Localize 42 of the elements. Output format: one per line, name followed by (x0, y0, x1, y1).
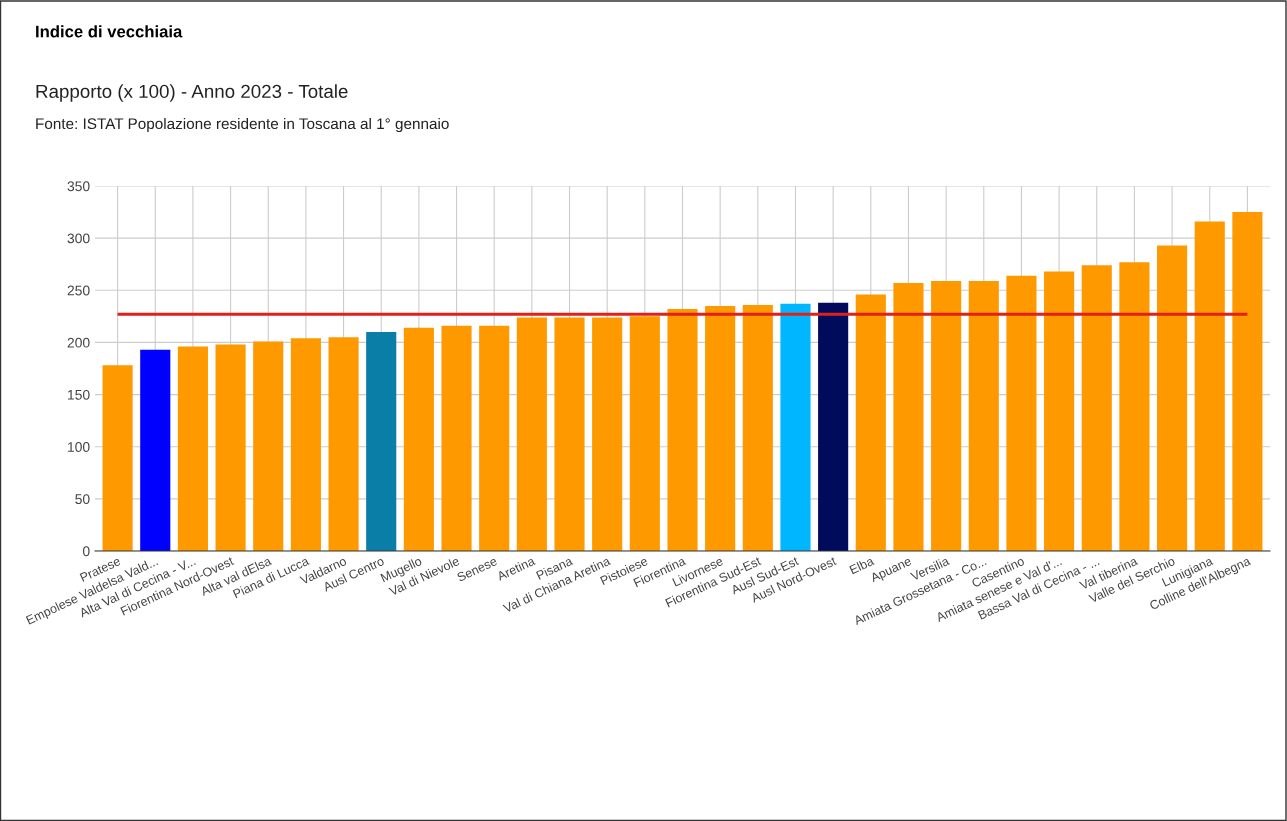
bar (629, 316, 660, 551)
chart-title: Indice di vecchiaia (36, 25, 183, 38)
source-note: Fonte: ISTAT Popolazione residente in Toscana al 1° gennaio (36, 117, 449, 133)
y-tick-label: 350 (67, 181, 90, 192)
bar (1232, 212, 1263, 551)
bar (1081, 265, 1112, 551)
y-tick-label: 250 (67, 285, 90, 296)
bar (328, 337, 359, 551)
bar (290, 338, 321, 551)
bar (818, 302, 849, 551)
bar (479, 325, 510, 551)
y-tick-label: 0 (82, 546, 90, 557)
bar (177, 346, 208, 551)
bar (855, 294, 886, 551)
y-tick-label: 200 (67, 337, 90, 348)
bar (1194, 221, 1225, 551)
bar (253, 341, 284, 551)
bar (1157, 245, 1188, 551)
bar (516, 317, 547, 551)
bar (140, 349, 171, 551)
bar (931, 280, 962, 551)
bar (780, 303, 811, 551)
bar (1119, 262, 1150, 551)
bar (893, 282, 924, 551)
bar (705, 305, 736, 551)
y-tick-label: 150 (68, 389, 90, 400)
bar (1006, 275, 1037, 551)
bar (968, 280, 999, 551)
bar (215, 344, 246, 551)
bar (592, 317, 623, 551)
bar (366, 332, 397, 551)
bar (1044, 271, 1075, 551)
bar (403, 327, 434, 551)
y-tick-label: 300 (67, 233, 90, 244)
y-tick-label: 50 (75, 494, 90, 505)
bar (102, 365, 133, 551)
bar (441, 325, 472, 551)
chart-subtitle: Rapporto (x 100) - Anno 2023 - Totale (36, 84, 348, 102)
bar (742, 304, 773, 551)
y-tick-label: 100 (68, 442, 90, 452)
bar (554, 317, 585, 551)
bar (667, 309, 698, 551)
